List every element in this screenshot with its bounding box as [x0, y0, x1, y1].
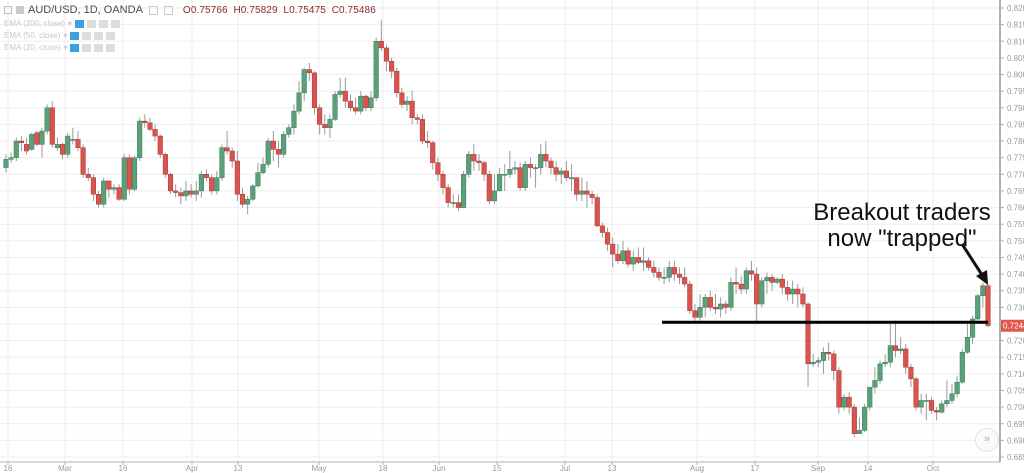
- price-tick-label: 0.77000: [1007, 170, 1024, 179]
- time-tick-label: May: [311, 464, 326, 473]
- indicator-ema-50[interactable]: EMA (50, close) ▾: [4, 30, 376, 41]
- time-tick-label: Jul: [560, 464, 570, 473]
- price-tick-label: 0.80000: [1007, 71, 1024, 80]
- price-tick-label: 0.71500: [1007, 353, 1024, 362]
- time-tick-label: Aug: [690, 464, 704, 473]
- ohlc-values: O0.75766 H0.75829 L0.75475 C0.75486: [183, 5, 376, 16]
- price-tick-label: 0.82000: [1007, 4, 1024, 13]
- high-value: 0.75829: [240, 4, 278, 16]
- price-tick-label: 0.78000: [1007, 137, 1024, 146]
- price-axis[interactable]: 0.82000 0.81500 0.81000 0.80500 0.80000 0.795…: [999, 0, 1024, 462]
- visibility-icon[interactable]: [82, 31, 92, 40]
- settings-icon[interactable]: [148, 5, 158, 15]
- price-tick-label: 0.70500: [1007, 386, 1024, 395]
- price-tick-label: 0.79500: [1007, 87, 1024, 96]
- annotation-text: Breakout traders now "trapped": [812, 200, 992, 252]
- open-value: 0.75766: [190, 4, 228, 16]
- open-label: O: [182, 4, 191, 16]
- price-tick-label: 0.69000: [1007, 436, 1024, 445]
- gear-icon[interactable]: [70, 31, 80, 40]
- last-price-tag: 0.72447: [1001, 319, 1024, 332]
- time-tick-label: 13: [608, 464, 617, 473]
- chart-legend: AUD/USD, 1D, OANDA O0.75766 H0.75829 L0.…: [4, 3, 376, 53]
- close-icon[interactable]: [110, 19, 120, 28]
- add-icon[interactable]: [98, 19, 108, 28]
- price-tick-label: 0.76500: [1007, 187, 1024, 196]
- indicator-ema-20[interactable]: EMA (20, close) ▾: [4, 42, 376, 53]
- price-tick-label: 0.71000: [1007, 370, 1024, 379]
- time-tick-label: 15: [493, 464, 502, 473]
- price-tick-label: 0.81500: [1007, 21, 1024, 30]
- price-tick-label: 0.75000: [1007, 237, 1024, 246]
- low-value: 0.75475: [289, 4, 326, 16]
- price-tick-label: 0.68500: [1007, 453, 1024, 462]
- price-tick-label: 0.69500: [1007, 420, 1024, 429]
- time-tick-label: 16: [119, 464, 128, 473]
- symbol-row: AUD/USD, 1D, OANDA O0.75766 H0.75829 L0.…: [4, 3, 376, 17]
- gear-icon[interactable]: [74, 19, 84, 28]
- indicator-ema-200[interactable]: EMA (200, close) ▾: [4, 18, 376, 29]
- time-tick-label: 13: [234, 464, 243, 473]
- indicator-label: EMA (200, close): [4, 19, 65, 28]
- time-tick-label: Oct: [927, 464, 940, 473]
- close-icon[interactable]: [106, 31, 116, 40]
- time-tick-label: 18: [379, 464, 388, 473]
- price-tick-label: 0.77500: [1007, 154, 1024, 163]
- indicator-label: EMA (20, close): [4, 43, 61, 52]
- high-label: H: [233, 4, 241, 16]
- price-tick-label: 0.76000: [1007, 204, 1024, 213]
- annotation-line-1: Breakout traders: [813, 199, 991, 226]
- annotation-line-2: now "trapped": [827, 225, 977, 252]
- price-tick-label: 0.78500: [1007, 120, 1024, 129]
- more-icon[interactable]: [163, 5, 173, 15]
- price-tick-label: 0.80500: [1007, 54, 1024, 63]
- candlestick-series: [3, 19, 991, 438]
- add-icon[interactable]: [94, 31, 104, 40]
- time-axis[interactable]: 16 Mar 16 Apr 13 May 18 Jun 15 Jul 13 Aug 17 Sep 14 Oct: [0, 461, 1000, 473]
- time-tick-label: Jun: [433, 464, 446, 473]
- annotation-arrow: [960, 243, 988, 285]
- add-icon[interactable]: [94, 43, 104, 52]
- time-tick-label: 17: [751, 464, 760, 473]
- price-tick-label: 0.74000: [1007, 270, 1024, 279]
- price-tick-label: 0.75500: [1007, 220, 1024, 229]
- low-label: L: [283, 4, 290, 16]
- time-tick-label: Mar: [58, 464, 72, 473]
- scroll-to-realtime-button[interactable]: »: [975, 428, 999, 452]
- symbol-title[interactable]: AUD/USD, 1D, OANDA: [28, 4, 143, 16]
- symbol-flag-icon: [16, 6, 24, 14]
- price-tick-label: 0.73000: [1007, 303, 1024, 312]
- close-value: 0.75486: [339, 4, 376, 16]
- price-tick-label: 0.79000: [1007, 104, 1024, 113]
- gear-icon[interactable]: [70, 43, 80, 52]
- time-tick-label: Apr: [186, 464, 199, 473]
- indicator-label: EMA (50, close): [4, 31, 61, 40]
- time-tick-label: 16: [4, 464, 13, 473]
- last-price-label: 0.72447: [1003, 322, 1024, 331]
- visibility-icon[interactable]: [86, 19, 96, 28]
- price-tick-label: 0.81000: [1007, 37, 1024, 46]
- price-tick-label: 0.74500: [1007, 253, 1024, 262]
- time-tick-label: 14: [864, 464, 873, 473]
- time-tick-label: Sep: [811, 464, 826, 473]
- close-label: C: [331, 4, 340, 16]
- price-tick-label: 0.72000: [1007, 337, 1024, 346]
- visibility-icon[interactable]: [82, 43, 92, 52]
- close-icon[interactable]: [106, 43, 116, 52]
- price-tick-label: 0.70000: [1007, 403, 1024, 412]
- price-tick-label: 0.73500: [1007, 287, 1024, 296]
- collapse-icon[interactable]: [4, 6, 12, 14]
